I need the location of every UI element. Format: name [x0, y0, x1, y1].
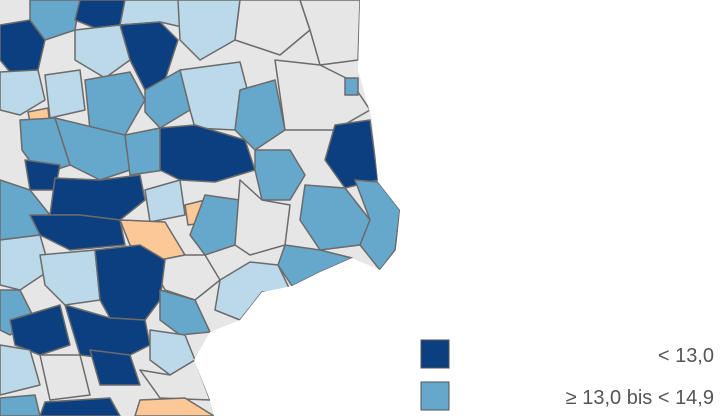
- region: [234, 0, 311, 56]
- region: [9, 304, 71, 356]
- region: [0, 69, 46, 116]
- regions: [0, 0, 400, 416]
- legend-label: ≥ 13,0 bis < 14,9: [566, 387, 714, 409]
- legend-swatch: [420, 339, 450, 369]
- map: [0, 0, 400, 416]
- region: [29, 0, 81, 41]
- region: [144, 69, 191, 129]
- region: [84, 71, 146, 136]
- region: [39, 354, 91, 401]
- region: [344, 77, 359, 96]
- region: [354, 179, 400, 271]
- region: [44, 69, 86, 119]
- legend-label: < 13,0: [658, 345, 714, 367]
- region: [0, 344, 41, 396]
- region: [39, 397, 121, 416]
- region: [74, 24, 131, 79]
- legend: < 13,0 ≥ 13,0 bis < 14,9: [420, 339, 714, 411]
- region: [189, 194, 241, 256]
- region: [89, 349, 141, 386]
- region: [254, 149, 306, 201]
- region: [54, 117, 131, 181]
- region: [234, 79, 286, 151]
- region: [134, 397, 215, 416]
- legend-swatch: [420, 381, 450, 411]
- region: [0, 394, 41, 416]
- region: [159, 124, 256, 183]
- region: [124, 127, 166, 176]
- region: [159, 289, 211, 336]
- region: [144, 179, 186, 223]
- region: [177, 0, 241, 61]
- region: [0, 234, 51, 291]
- region: [299, 0, 361, 66]
- region: [74, 0, 126, 29]
- region: [39, 249, 101, 306]
- region: [94, 244, 166, 321]
